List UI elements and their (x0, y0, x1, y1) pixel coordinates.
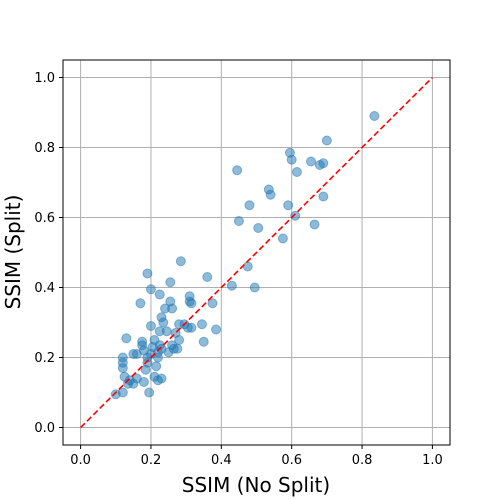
scatter-point (196, 319, 207, 330)
x-tick-label: 0.6 (281, 453, 302, 468)
x-axis-label: SSIM (No Split) (182, 473, 330, 497)
scatter-point (186, 298, 197, 309)
scatter-point (117, 352, 128, 363)
scatter-point (211, 324, 222, 335)
scatter-point (290, 210, 301, 221)
scatter-point (165, 277, 176, 288)
scatter-point (174, 335, 185, 345)
x-tick-label: 0.8 (352, 453, 373, 468)
y-tick-label: 0.2 (34, 351, 55, 366)
scatter-point (242, 261, 253, 272)
y-tick-label: 0.6 (34, 211, 55, 226)
scatter-point (207, 298, 218, 309)
scatter-point (172, 343, 183, 354)
x-tick-label: 1.0 (422, 453, 443, 468)
scatter-point (198, 336, 209, 347)
scatter-point (286, 154, 297, 165)
scatter-point (309, 219, 320, 230)
scatter-point (291, 167, 302, 177)
scatter-point (117, 387, 128, 398)
y-tick-label: 0.0 (34, 421, 55, 436)
x-tick-label: 0.2 (141, 453, 162, 468)
scatter-point (167, 303, 178, 314)
series-layer (80, 76, 433, 429)
scatter-point (145, 321, 156, 331)
scatter-point (156, 373, 167, 384)
scatter-point (151, 361, 162, 372)
scatter-point (321, 135, 332, 146)
scatter-point (318, 158, 329, 169)
y-tick-label: 1.0 (34, 71, 55, 86)
ticks: 0.0 0.2 0.4 0.6 0.8 1.0 0.0 0.2 0.4 0.6 0.8 1.0 (34, 71, 442, 468)
plot-frame (62, 59, 451, 446)
scatter-point (306, 156, 317, 167)
x-tick-label: 0.4 (211, 453, 232, 468)
scatter-point (232, 165, 243, 176)
scatter-point (161, 326, 172, 337)
scatter-point (233, 216, 244, 226)
scatter-point (144, 387, 155, 398)
scatter-point (158, 317, 169, 328)
scatter-point (265, 189, 276, 200)
scatter-point (249, 282, 260, 293)
scatter-point (369, 111, 380, 121)
scatter-point (142, 268, 153, 279)
scatter-point (283, 200, 294, 211)
scatter-point (244, 200, 255, 211)
scatter-point (135, 298, 146, 309)
scatter-point (145, 284, 156, 295)
scatter-point (318, 191, 329, 202)
scatter-point (137, 336, 148, 347)
scatter-point (226, 280, 237, 291)
scatter-point (121, 333, 132, 344)
y-tick-label: 0.8 (34, 141, 55, 156)
scatter-point (277, 233, 288, 244)
scatter-point (154, 289, 165, 300)
scatter-point (138, 377, 149, 387)
scatter-point (253, 223, 264, 233)
reference-line (80, 76, 433, 429)
scatter-point (186, 322, 197, 333)
y-tick-label: 0.4 (34, 281, 55, 296)
x-tick-label: 0.0 (70, 453, 91, 468)
scatter-point (175, 256, 186, 267)
scatter-point (202, 272, 213, 282)
y-axis-label: SSIM (Split) (1, 195, 25, 310)
